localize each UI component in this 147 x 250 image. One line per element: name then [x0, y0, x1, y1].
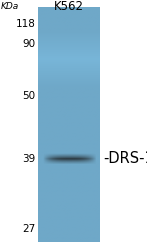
Text: 39: 39: [22, 154, 35, 164]
Text: K562: K562: [54, 0, 84, 13]
Text: 90: 90: [22, 39, 35, 49]
Text: KDa: KDa: [1, 2, 19, 11]
Text: 50: 50: [22, 91, 35, 101]
Text: 27: 27: [22, 224, 35, 234]
Text: -DRS-1: -DRS-1: [103, 151, 147, 166]
Text: 118: 118: [15, 19, 35, 29]
